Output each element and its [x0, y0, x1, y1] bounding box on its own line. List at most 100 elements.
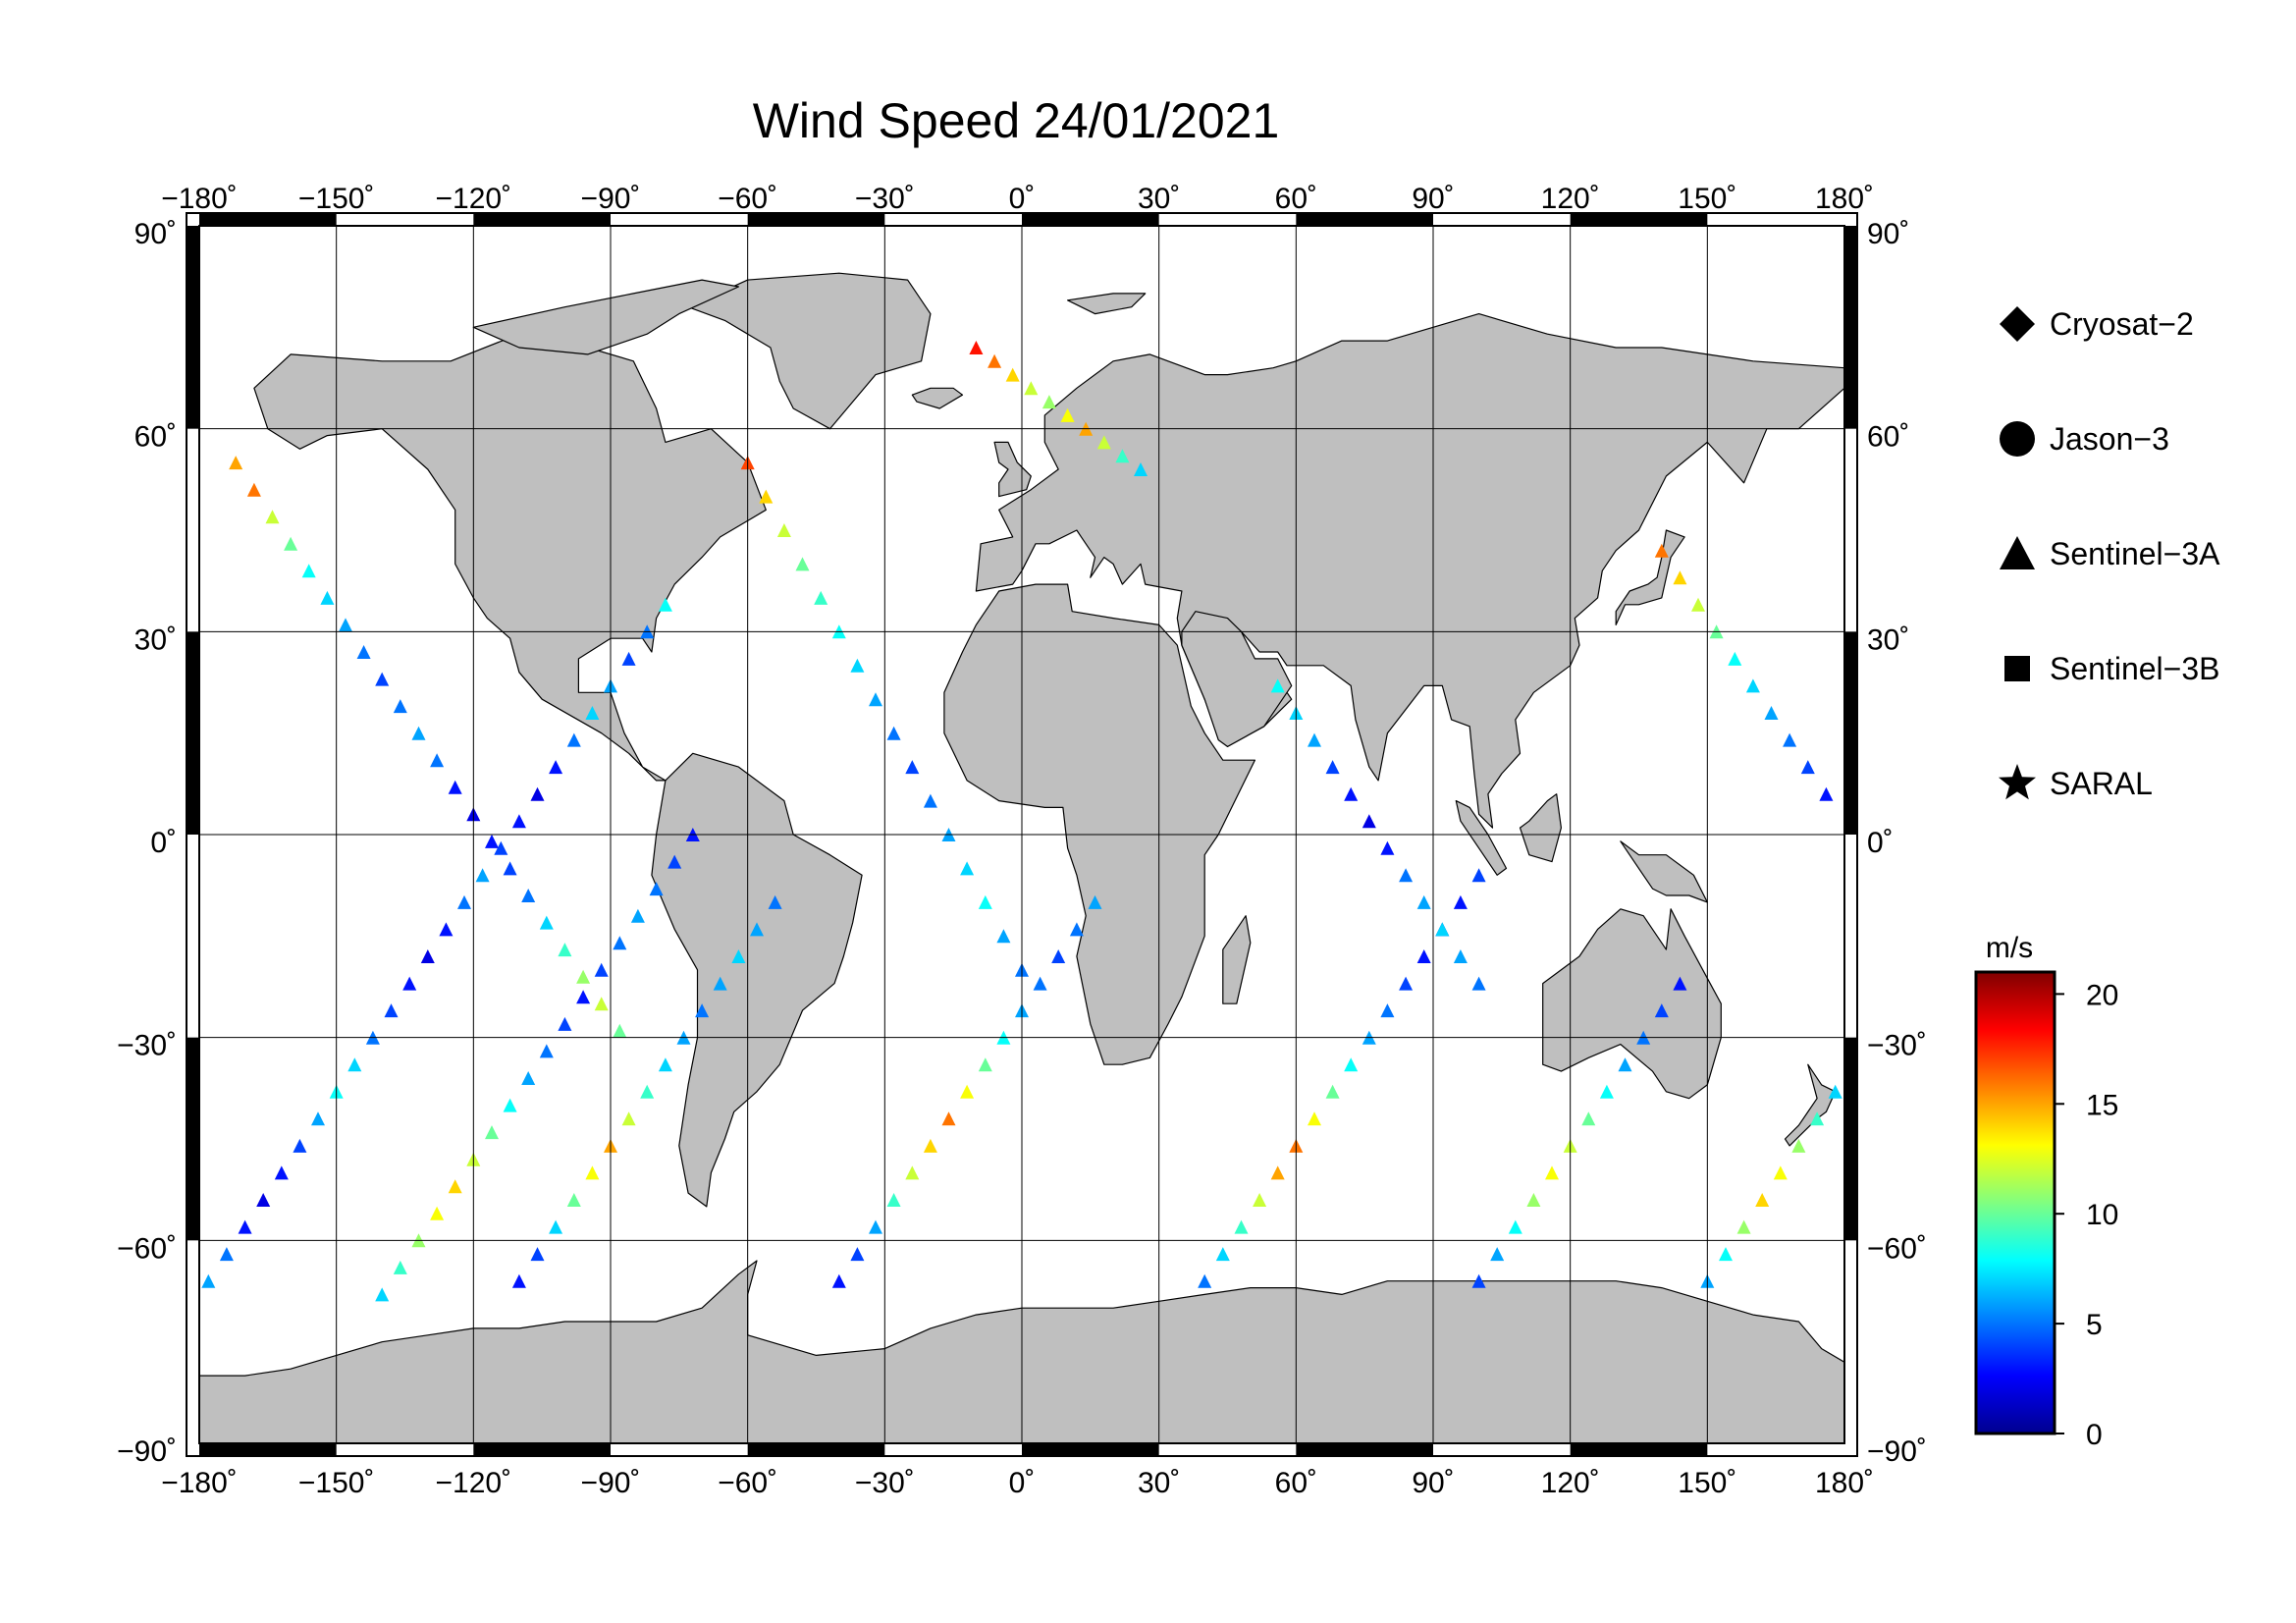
lon-tick-label: −30˚: [855, 1467, 915, 1499]
track-point: [1654, 543, 1669, 558]
lat-tick-label: −30˚: [117, 1030, 177, 1062]
colorbar-gradient: [1974, 970, 2056, 1435]
lat-tick-label: 30˚: [1867, 623, 1909, 656]
frame-bar-right: [1844, 226, 1857, 429]
track-point: [1399, 868, 1414, 883]
land-eurasia: [975, 313, 1844, 829]
track-point: [1728, 651, 1742, 666]
land-north-america: [253, 333, 767, 782]
frame-bar-bottom: [1570, 1443, 1708, 1456]
land-japan: [1615, 529, 1685, 625]
track-point: [1270, 1165, 1285, 1180]
track-point: [850, 1247, 865, 1262]
colorbar-unit: m/s: [1986, 932, 2033, 964]
lat-tick-label: 0˚: [1867, 827, 1894, 859]
legend-label: Cryosat−2: [2050, 306, 2194, 342]
lon-tick-label: 60˚: [1275, 1467, 1317, 1499]
lon-tick-label: 0˚: [1009, 183, 1036, 215]
track-point: [1471, 976, 1486, 991]
frame-bar-bottom: [747, 1443, 885, 1456]
lon-tick-label: −120˚: [436, 183, 512, 215]
track-point: [1673, 976, 1687, 991]
track-point: [905, 1165, 920, 1180]
track-point: [1399, 976, 1414, 991]
track-point: [869, 692, 882, 707]
track-point: [256, 1193, 271, 1207]
lon-tick-label: 180˚: [1815, 1467, 1874, 1499]
track-point: [850, 658, 865, 673]
frame-bar-bottom: [1296, 1443, 1433, 1456]
track-point: [430, 753, 445, 768]
track-point: [430, 1206, 445, 1220]
track-point: [1471, 1273, 1486, 1288]
colorbar-tick-label: 5: [2086, 1309, 2103, 1341]
track-point: [229, 456, 243, 470]
track-point: [969, 341, 984, 354]
land-arctic-islands: [472, 279, 739, 355]
track-point: [1069, 922, 1084, 937]
track-point: [1380, 1003, 1395, 1018]
frame-bar-left: [187, 226, 199, 429]
track-point: [265, 510, 280, 524]
legend-marker-diamond-icon: [2000, 306, 2035, 342]
track-point: [1198, 1273, 1212, 1288]
legend-marker-circle-icon: [2000, 421, 2035, 457]
track-point: [566, 732, 581, 747]
track-point: [1599, 1084, 1614, 1099]
frame-bar-left: [187, 631, 199, 835]
track-point: [347, 1057, 362, 1072]
frame-bar-top: [1570, 213, 1708, 226]
track-point: [1051, 949, 1066, 963]
track-point: [530, 1247, 545, 1262]
track-point: [1654, 1003, 1669, 1018]
track-point: [621, 1111, 636, 1126]
land-sumatra: [1455, 800, 1508, 876]
track-point: [475, 868, 490, 883]
track-point: [511, 814, 526, 829]
lat-tick-labels-left: 90˚ 60˚ 30˚ 0˚ −30˚ −60˚ −90˚: [117, 218, 177, 1468]
track-point: [539, 915, 554, 930]
track-point: [923, 793, 937, 808]
lon-tick-label: 90˚: [1412, 1467, 1454, 1499]
track-point: [621, 651, 636, 666]
track-point: [667, 854, 682, 869]
track-point: [585, 706, 600, 720]
track-point: [750, 922, 764, 937]
colorbar-tick-label: 0: [2086, 1419, 2103, 1451]
track-point: [768, 894, 782, 909]
track-point: [1362, 814, 1376, 829]
track-point: [1764, 706, 1779, 720]
lon-tick-label: −150˚: [298, 183, 375, 215]
legend-marker-square-icon: [2004, 656, 2030, 681]
track-point: [558, 943, 572, 957]
track-point: [1270, 678, 1285, 693]
track-point: [585, 1165, 600, 1180]
frame-outer-border: [186, 212, 1858, 1457]
track-point: [594, 997, 609, 1011]
track-point: [420, 949, 435, 963]
track-point: [1673, 570, 1687, 585]
track-point: [1134, 462, 1148, 476]
frame-bar-top: [1022, 213, 1159, 226]
track-point: [201, 1273, 216, 1288]
track-point: [411, 726, 426, 740]
colorbar: m/s 0 5 10 15 20: [1974, 932, 2118, 1451]
track-point: [521, 1071, 536, 1085]
track-point: [576, 969, 591, 984]
track-point: [402, 976, 417, 991]
track-point: [795, 557, 810, 571]
track-point: [978, 1057, 992, 1072]
track-point: [776, 523, 791, 537]
track-point: [503, 861, 517, 876]
lon-tick-label: 180˚: [1815, 183, 1874, 215]
track-point: [375, 672, 390, 686]
lat-tick-label: −60˚: [1867, 1232, 1927, 1265]
lon-tick-label: −120˚: [436, 1467, 512, 1499]
legend-marker-star-icon: [1999, 764, 2036, 800]
track-point: [494, 840, 508, 855]
lon-tick-label: −90˚: [581, 1467, 641, 1499]
track-point: [886, 1193, 901, 1207]
track-point: [485, 1125, 499, 1140]
map-frame-checker: [186, 212, 1858, 1457]
track-point: [485, 834, 499, 848]
